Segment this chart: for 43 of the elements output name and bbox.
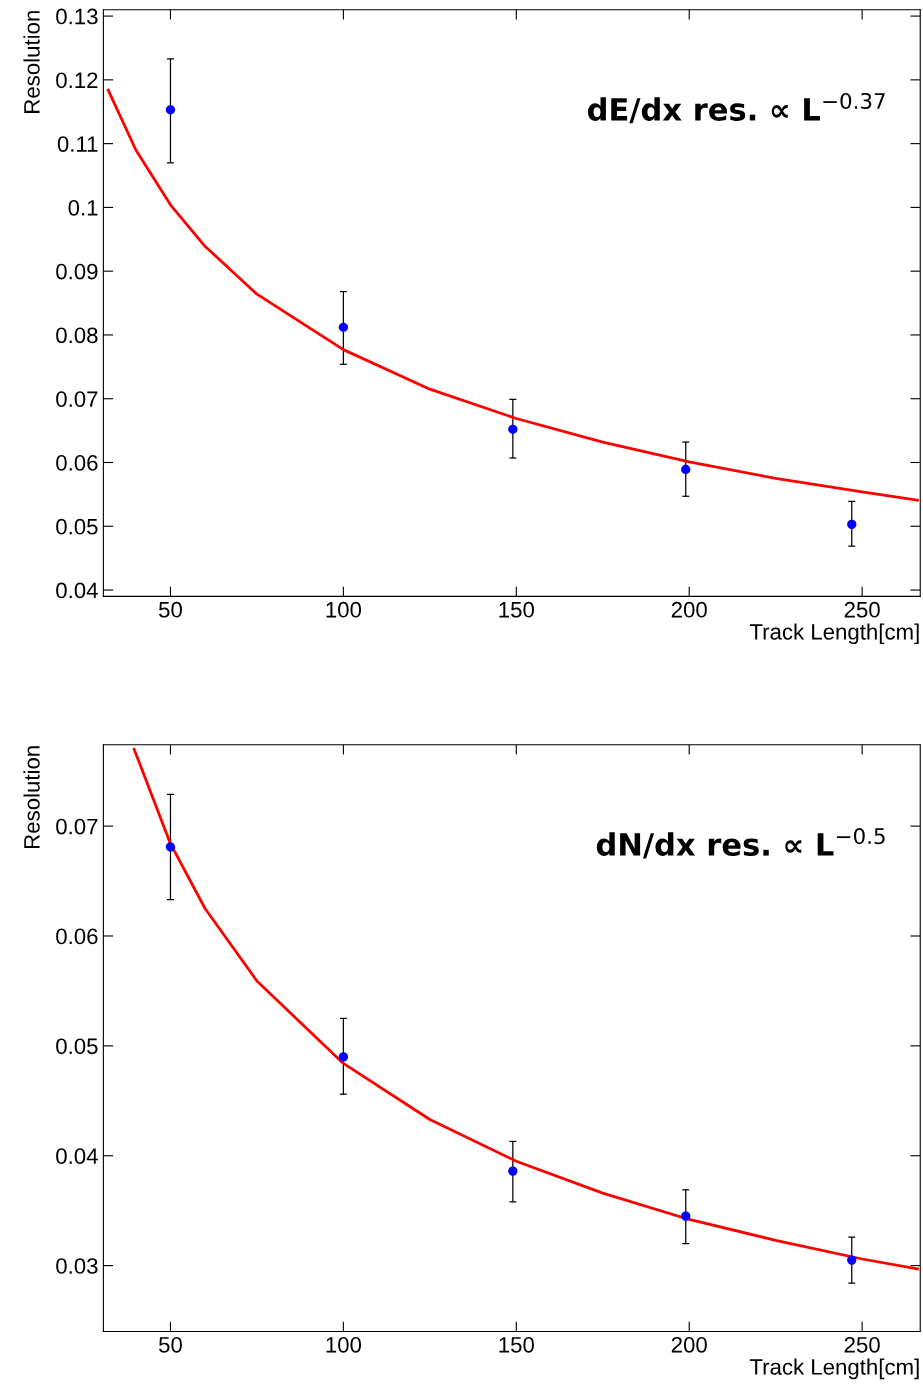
- y-tick-label: 0.08: [56, 327, 98, 344]
- x-axis-title: Track Length[cm]: [749, 1358, 919, 1380]
- point: [847, 1255, 857, 1265]
- y-tick-label: 0.04: [56, 1148, 98, 1164]
- y-tick-label: 0.07: [56, 818, 98, 835]
- y-tick-label: 0.06: [56, 455, 98, 471]
- x-tick-label: 100: [326, 1336, 362, 1353]
- y-tick-label: 0.11: [57, 136, 98, 152]
- x-tick-label: 200: [671, 1336, 707, 1353]
- y-tick-label: 0.07: [56, 391, 98, 407]
- x-tick-label: 50: [159, 1336, 182, 1353]
- point: [508, 1166, 518, 1176]
- line-series: [132, 747, 919, 1271]
- x-tick-label: 150: [499, 1336, 534, 1353]
- x-tick-label: 250: [844, 601, 880, 618]
- point: [338, 322, 349, 332]
- y-axis-title: Resolution: [23, 746, 40, 848]
- point: [681, 464, 691, 475]
- y-tick-label: 0.1: [68, 199, 98, 216]
- x-tick-label: 250: [844, 1336, 880, 1353]
- point: [338, 1052, 349, 1062]
- point: [508, 424, 518, 434]
- x-tick-label: 150: [499, 601, 534, 618]
- y-axis-title: Resolution: [23, 11, 40, 113]
- y-tick-label: 0.09: [56, 263, 98, 280]
- x-tick-label: 50: [159, 601, 182, 618]
- point: [165, 105, 176, 115]
- x-tick-label: 200: [671, 601, 707, 618]
- annotation: dE/dx res. ∝ L$^{−0.37}$: [587, 92, 885, 124]
- annotation: dN/dx res. ∝ L$^{−0.5}$: [596, 828, 885, 859]
- y-tick-label: 0.06: [56, 928, 98, 945]
- x-tick-label: 100: [326, 601, 362, 618]
- y-tick-label: 0.04: [56, 582, 98, 599]
- y-tick-label: 0.03: [56, 1258, 98, 1274]
- x-axis-title: Track Length[cm]: [749, 623, 919, 645]
- line-series: [106, 88, 919, 502]
- point: [681, 1211, 691, 1221]
- y-tick-label: 0.05: [56, 518, 98, 535]
- point: [165, 842, 176, 852]
- y-tick-label: 0.12: [56, 72, 98, 89]
- y-tick-label: 0.05: [56, 1038, 98, 1055]
- y-tick-label: 0.13: [56, 8, 98, 25]
- point: [847, 519, 857, 530]
